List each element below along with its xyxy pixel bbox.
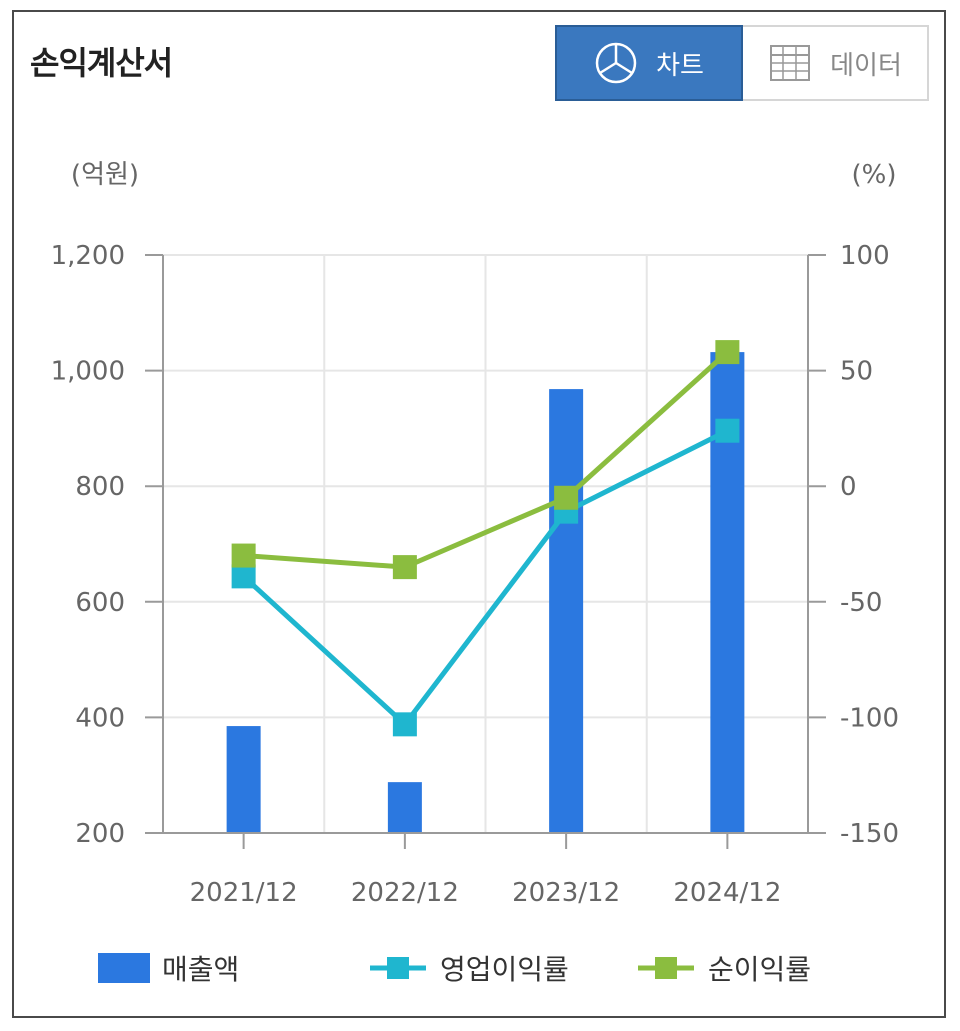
tab-data-label: 데이터 (830, 50, 902, 81)
left-tick-label: 400 (75, 703, 125, 733)
bar-revenue (226, 726, 261, 833)
chart-legend: 매출액 영업이익률 순이익률 (0, 948, 960, 1008)
tab-chart[interactable]: 차트 (555, 25, 743, 101)
right-axis-unit: (%) (852, 160, 897, 190)
tab-chart-label: 차트 (656, 50, 704, 81)
legend-bar-swatch (98, 953, 150, 983)
left-tick-label: 200 (75, 819, 125, 849)
legend-item-net-margin[interactable]: 순이익률 (636, 948, 811, 988)
series-point (715, 340, 740, 365)
right-tick-label: -150 (840, 819, 899, 849)
x-tick-label: 2023/12 (512, 878, 620, 908)
left-tick-label: 1,000 (51, 357, 125, 387)
table-grid-icon (768, 41, 812, 85)
page-title: 손익계산서 (30, 44, 173, 82)
legend-item-revenue[interactable]: 매출액 (98, 948, 239, 988)
pie-chart-icon (594, 41, 638, 85)
legend-label: 영업이익률 (440, 953, 569, 986)
legend-line-swatch (370, 957, 426, 979)
income-statement-panel (12, 10, 946, 1018)
series-point (231, 564, 256, 589)
series-line (241, 428, 729, 729)
x-tick-label: 2024/12 (673, 878, 781, 908)
bar-revenue (387, 782, 422, 833)
series-point (715, 418, 740, 443)
left-tick-label: 600 (75, 588, 125, 618)
series-line (243, 350, 730, 570)
x-tick-label: 2021/12 (190, 878, 298, 908)
series-point (392, 712, 417, 737)
legend-label: 매출액 (162, 953, 240, 986)
right-tick-label: -50 (840, 588, 882, 618)
legend-label: 순이익률 (708, 953, 812, 986)
bar-revenue (549, 389, 584, 833)
left-tick-label: 1,200 (51, 241, 125, 271)
series-point (554, 485, 579, 510)
right-tick-label: 50 (840, 357, 873, 387)
left-axis-unit: (억원) (71, 160, 139, 190)
right-tick-label: 100 (840, 241, 890, 271)
right-tick-label: 0 (840, 472, 857, 502)
legend-line-swatch (638, 957, 694, 979)
view-toggle: 차트 데이터 (555, 25, 929, 101)
left-tick-label: 800 (75, 472, 125, 502)
legend-item-operating-margin[interactable]: 영업이익률 (368, 948, 569, 988)
series-point (231, 543, 256, 568)
income-chart: 200 400 600 800 1,000 1,200 -150 -100 -50 0 50 100 2… (51, 160, 899, 908)
x-tick-label: 2022/12 (351, 878, 459, 908)
tab-data[interactable]: 데이터 (743, 25, 929, 101)
series-point (392, 555, 417, 580)
right-tick-label: -100 (840, 703, 899, 733)
